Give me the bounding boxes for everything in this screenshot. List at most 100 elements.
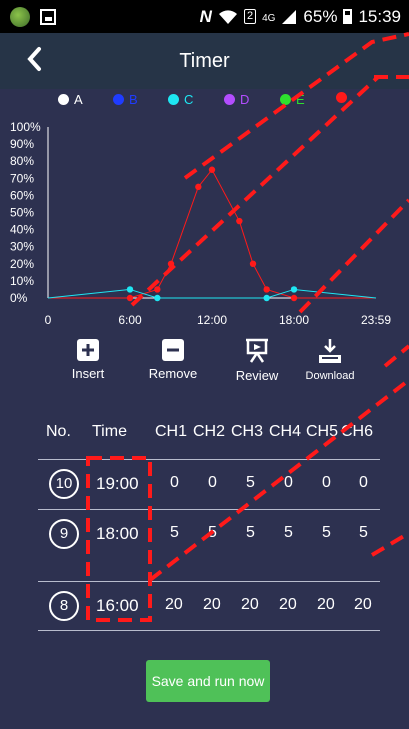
timer-chart[interactable]: 100% 90% 80% 70% 60% 50% 40% 30% 20% 10% 0% 0 6:00 12…: [0, 109, 409, 334]
legend-item-d[interactable]: D: [224, 92, 249, 107]
y-tick-label: 50%: [10, 206, 34, 220]
legend-dot: [113, 94, 124, 105]
ch5-value: 20: [317, 596, 335, 613]
y-tick-label: 0%: [10, 291, 28, 305]
page-title: Timer: [179, 50, 230, 72]
battery-percent: 65%: [303, 6, 338, 26]
table-row[interactable]: 10 19:00 0 0 5 0 0 0: [38, 459, 380, 510]
legend-dot: [336, 92, 347, 103]
legend-item-b[interactable]: B: [113, 92, 138, 107]
table-row[interactable]: 8 16:00 20 20 20 20 20 20: [38, 581, 380, 632]
ch4-value: 0: [284, 474, 293, 491]
row-number: 8: [49, 591, 79, 621]
legend-dot: [58, 94, 69, 105]
presentation-icon: [246, 338, 268, 363]
ch5-value: 5: [322, 524, 331, 541]
data-point: [126, 286, 134, 293]
insert-button[interactable]: Insert: [48, 338, 128, 381]
data-point: [167, 260, 175, 267]
battery-icon: [343, 9, 353, 24]
col-ch1: CH1: [155, 423, 188, 440]
col-ch2: CH2: [193, 423, 226, 440]
data-point: [126, 294, 134, 302]
ch1-value: 0: [170, 474, 179, 491]
legend-item-c[interactable]: C: [168, 92, 193, 107]
legend-item-e[interactable]: E: [280, 92, 305, 107]
legend-item-a[interactable]: A: [58, 92, 83, 107]
ch4-value: 5: [284, 524, 293, 541]
x-tick-label: 6:00: [118, 313, 142, 327]
status-bar: N 2 4G 65% 15:39: [0, 0, 409, 33]
row-time[interactable]: 16:00: [96, 596, 139, 615]
y-tick-label: 60%: [10, 188, 34, 202]
ch1-value: 5: [170, 524, 179, 541]
gallery-icon: [40, 8, 56, 25]
ch2-value: 0: [208, 474, 217, 491]
col-no: No.: [46, 423, 71, 440]
row-number: 10: [49, 469, 79, 499]
data-point: [263, 294, 270, 302]
chart-legend: A B C D E: [0, 89, 409, 109]
col-ch5: CH5: [306, 423, 339, 440]
data-point: [208, 166, 216, 173]
ch5-value: 0: [322, 474, 331, 491]
col-ch4: CH4: [269, 423, 302, 440]
y-tick-label: 80%: [10, 154, 34, 168]
review-label: Review: [235, 368, 279, 383]
col-ch6: CH6: [341, 423, 374, 440]
y-tick-label: 100%: [10, 120, 41, 134]
legend-dot: [224, 94, 235, 105]
x-tick-label: 12:00: [197, 313, 227, 327]
table-header: No. Time CH1 CH2 CH3 CH4 CH5 CH6: [0, 423, 409, 447]
review-button[interactable]: Review: [217, 338, 297, 383]
legend-dot: [168, 94, 179, 105]
tool-bar: Insert Remove Review Download: [0, 338, 409, 394]
nfc-icon: N: [199, 6, 212, 26]
table-row[interactable]: 9 18:00 5 5 5 5 5 5: [38, 509, 380, 560]
series-line-f: [48, 168, 376, 299]
download-icon: [319, 339, 341, 363]
clock: 15:39: [358, 6, 401, 26]
data-point: [154, 286, 161, 293]
download-label: Download: [305, 370, 355, 382]
data-point: [263, 286, 270, 293]
data-point: [290, 294, 298, 302]
network-type: 4G: [262, 12, 276, 24]
x-tick-label: 18:00: [279, 313, 309, 327]
legend-dot: [280, 94, 291, 105]
data-point: [154, 294, 161, 302]
table-bottom-divider: [38, 630, 380, 631]
minus-icon: [162, 339, 184, 361]
series-line-c: [47, 288, 377, 299]
x-tick-label: 23:59: [361, 313, 391, 327]
remove-button[interactable]: Remove: [133, 338, 213, 381]
ch1-value: 20: [165, 596, 183, 613]
col-ch3: CH3: [231, 423, 264, 440]
row-time[interactable]: 19:00: [96, 474, 139, 493]
y-tick-label: 40%: [10, 223, 34, 237]
sim-badge: 2: [243, 9, 257, 24]
plus-icon: [77, 339, 99, 361]
x-tick-label: 0: [45, 313, 52, 327]
data-point: [236, 217, 243, 225]
ch6-value: 20: [354, 596, 372, 613]
data-point: [290, 286, 298, 293]
remove-label: Remove: [148, 366, 198, 381]
chevron-left-icon[interactable]: [26, 46, 42, 79]
row-number: 9: [49, 519, 79, 549]
ch3-value: 20: [241, 596, 259, 613]
y-tick-label: 70%: [10, 171, 34, 185]
ch3-value: 5: [246, 474, 255, 491]
y-tick-label: 10%: [10, 274, 34, 288]
y-tick-label: 20%: [10, 257, 34, 271]
y-tick-label: 90%: [10, 137, 34, 151]
row-time[interactable]: 18:00: [96, 524, 139, 543]
download-button[interactable]: Download: [290, 338, 370, 382]
app-icon: [10, 6, 30, 27]
legend-item-f[interactable]: [336, 92, 352, 103]
ch3-value: 5: [246, 524, 255, 541]
save-and-run-button[interactable]: Save and run now: [146, 660, 270, 702]
signal-icon: [282, 9, 297, 24]
insert-label: Insert: [71, 366, 105, 381]
ch2-value: 20: [203, 596, 221, 613]
